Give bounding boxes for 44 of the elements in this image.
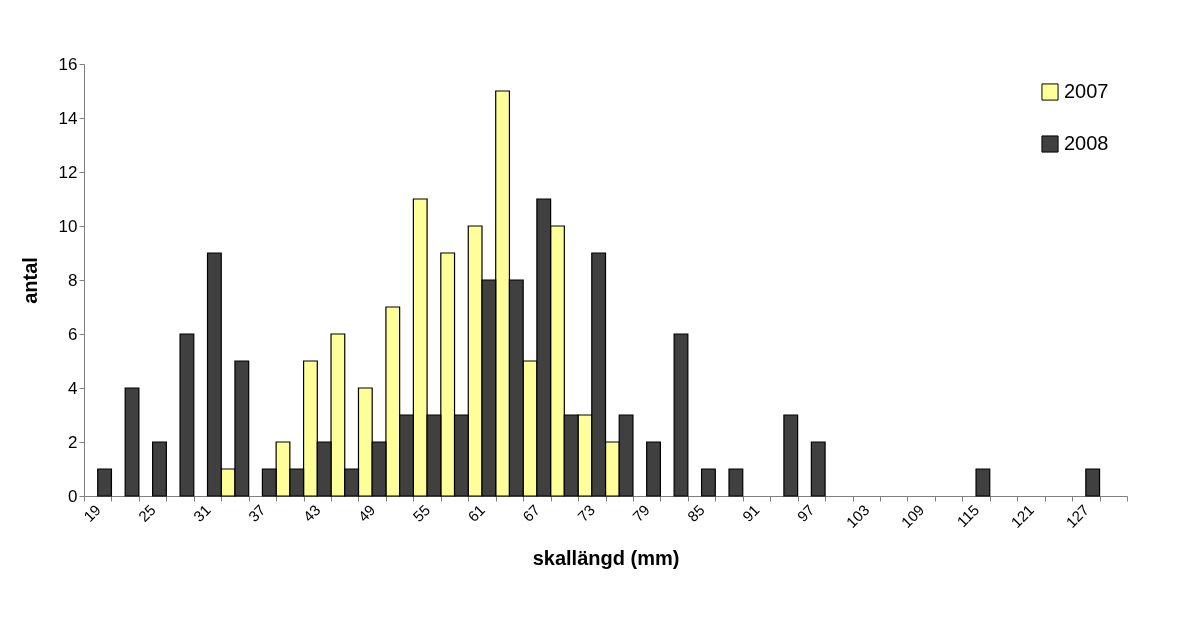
bar [783,414,799,497]
bar [124,387,140,497]
legend-label: 2008 [1064,132,1109,154]
y-tick-label: 0 [68,486,78,506]
x-tick-label: 67 [519,501,544,525]
x-tick-label: 49 [354,501,379,525]
x-tick-label: 91 [738,501,763,525]
bar [179,333,195,497]
x-tick-label: 25 [134,501,159,525]
x-tick-label: 43 [299,501,324,525]
x-tick-label: 85 [683,501,708,525]
y-tick-label: 10 [58,216,78,236]
x-tick-label: 79 [629,501,653,525]
x-tick-label: 97 [793,501,818,525]
x-tick-label: 121 [1007,501,1038,531]
x-tick-label: 31 [189,501,214,525]
y-tick-label: 2 [68,432,78,452]
bar [152,441,167,497]
x-axis-title: skallängd (mm) [532,546,680,569]
x-tick-label: 127 [1062,501,1092,531]
x-tick-label: 109 [897,501,928,531]
bar [97,468,113,497]
y-tick-label: 6 [68,324,78,344]
legend-label: 2007 [1064,80,1109,102]
y-tick-label: 12 [58,162,78,182]
x-tick-label: 19 [80,501,104,525]
bar [728,468,744,497]
bar [1085,468,1101,497]
bar [646,441,661,497]
x-tick-label: 115 [953,501,983,531]
x-tick-label: 73 [574,501,598,525]
x-tick-label: 37 [244,501,269,525]
y-tick-label: 4 [68,378,78,398]
x-tick-label: 55 [409,501,434,525]
y-axis-title: antal [18,257,41,304]
bar [700,468,716,497]
bar [810,441,826,497]
bar [975,468,991,497]
x-tick-label: 61 [464,501,489,525]
x-tick-label: 103 [842,501,873,531]
bar [673,333,689,497]
y-tick-label: 8 [68,270,78,290]
y-tick-label: 14 [58,108,78,128]
y-tick-label: 16 [58,54,78,74]
